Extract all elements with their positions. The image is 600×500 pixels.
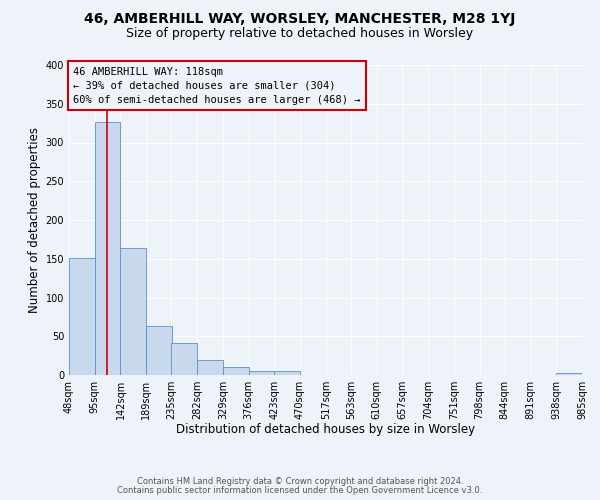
Text: Size of property relative to detached houses in Worsley: Size of property relative to detached ho… [127, 28, 473, 40]
Bar [223, 367, 248, 375]
Text: Contains HM Land Registry data © Crown copyright and database right 2024.: Contains HM Land Registry data © Crown c… [137, 477, 463, 486]
Bar [121, 248, 146, 375]
X-axis label: Distribution of detached houses by size in Worsley: Distribution of detached houses by size … [176, 424, 475, 436]
Text: 46, AMBERHILL WAY, WORSLEY, MANCHESTER, M28 1YJ: 46, AMBERHILL WAY, WORSLEY, MANCHESTER, … [85, 12, 515, 26]
Bar [69, 258, 95, 375]
Bar [95, 122, 121, 375]
Bar [172, 343, 197, 375]
Bar [146, 326, 172, 375]
Bar [197, 360, 223, 375]
Bar [556, 372, 582, 375]
Text: 46 AMBERHILL WAY: 118sqm
← 39% of detached houses are smaller (304)
60% of semi-: 46 AMBERHILL WAY: 118sqm ← 39% of detach… [73, 66, 361, 104]
Bar [248, 371, 274, 375]
Y-axis label: Number of detached properties: Number of detached properties [28, 127, 41, 313]
Text: Contains public sector information licensed under the Open Government Licence v3: Contains public sector information licen… [118, 486, 482, 495]
Bar [274, 371, 300, 375]
